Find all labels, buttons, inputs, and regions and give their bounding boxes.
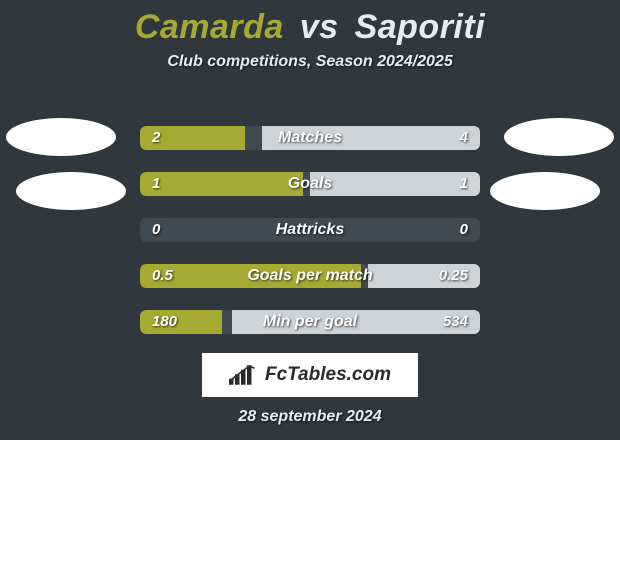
player1-avatar-placeholder: [6, 118, 116, 156]
stat-right-value: 0: [460, 218, 468, 242]
stat-label: Goals: [140, 172, 480, 196]
stat-label: Hattricks: [140, 218, 480, 242]
stat-right-value: 1: [460, 172, 468, 196]
stat-row-goals: 1 Goals 1: [140, 172, 480, 196]
stat-label: Matches: [140, 126, 480, 150]
date-label: 28 september 2024: [0, 408, 620, 426]
stat-row-min-per-goal: 180 Min per goal 534: [140, 310, 480, 334]
player2-club-placeholder: [490, 172, 600, 210]
stat-right-value: 4: [460, 126, 468, 150]
player2-name: Saporiti: [355, 8, 486, 46]
stat-bars: 2 Matches 4 1 Goals 1 0 Hattricks 0 0.5 …: [140, 126, 480, 356]
fctables-label: FcTables.com: [265, 364, 391, 386]
stat-row-matches: 2 Matches 4: [140, 126, 480, 150]
fctables-badge: FcTables.com: [202, 353, 418, 397]
stat-row-goals-per-match: 0.5 Goals per match 0.25: [140, 264, 480, 288]
stat-right-value: 534: [443, 310, 468, 334]
bars-icon: [229, 362, 259, 388]
player1-name: Camarda: [135, 8, 284, 46]
stat-label: Goals per match: [140, 264, 480, 288]
subtitle: Club competitions, Season 2024/2025: [0, 53, 620, 71]
comparison-card: Camarda vs Saporiti Club competitions, S…: [0, 0, 620, 440]
stat-label: Min per goal: [140, 310, 480, 334]
stat-row-hattricks: 0 Hattricks 0: [140, 218, 480, 242]
player2-avatar-placeholder: [504, 118, 614, 156]
vs-label: vs: [300, 8, 339, 46]
stat-right-value: 0.25: [439, 264, 468, 288]
page-title: Camarda vs Saporiti: [0, 0, 620, 47]
player1-club-placeholder: [16, 172, 126, 210]
